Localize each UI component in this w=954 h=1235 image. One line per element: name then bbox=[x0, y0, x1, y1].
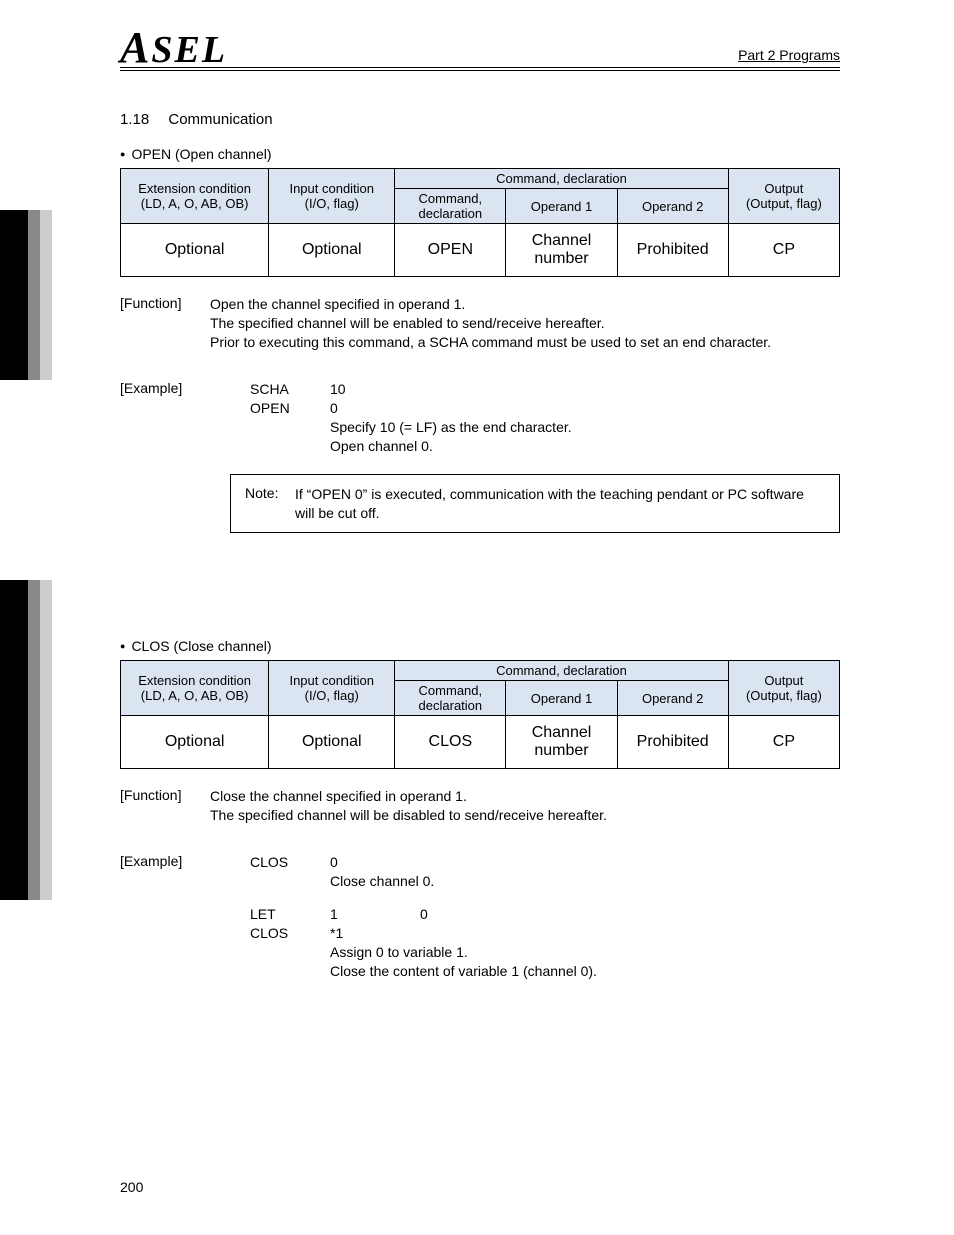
th-op1: Operand 1 bbox=[506, 189, 617, 224]
td-ext: Optional bbox=[121, 716, 269, 769]
open-note: Note: If “OPEN 0” is executed, communica… bbox=[230, 474, 840, 534]
td-cmd: CLOS bbox=[395, 716, 506, 769]
th-op1: Operand 1 bbox=[506, 681, 617, 716]
open-heading: OPEN (Open channel) bbox=[120, 146, 840, 162]
function-text: Close the channel specified in operand 1… bbox=[210, 787, 840, 825]
th-cmddecl: Command, declaration bbox=[395, 169, 729, 189]
example-body: CLOS0 Close channel 0. LET10 CLOS*1 Assi… bbox=[250, 853, 840, 980]
th-op2: Operand 2 bbox=[617, 681, 728, 716]
td-out: CP bbox=[728, 716, 839, 769]
clos-heading: CLOS (Close channel) bbox=[120, 638, 840, 654]
th-op2: Operand 2 bbox=[617, 189, 728, 224]
td-op2: Prohibited bbox=[617, 224, 728, 277]
th-out: Output(Output, flag) bbox=[728, 169, 839, 224]
note-text: If “OPEN 0” is executed, communication w… bbox=[295, 485, 825, 523]
clos-function: [Function] Close the channel specified i… bbox=[120, 787, 840, 825]
th-out: Output(Output, flag) bbox=[728, 661, 839, 716]
th-ext: Extension condition(LD, A, O, AB, OB) bbox=[121, 169, 269, 224]
sidebar-label-chapter: Chapter 3 Explanation of Commands bbox=[8, 588, 22, 892]
section-title: 1.18 Communication bbox=[120, 111, 840, 128]
td-out: CP bbox=[728, 224, 839, 277]
td-cmd: OPEN bbox=[395, 224, 506, 277]
clos-example: [Example] CLOS0 Close channel 0. LET10 C… bbox=[120, 853, 840, 980]
function-text: Open the channel specified in operand 1.… bbox=[210, 295, 840, 352]
page-header: ASEL Part 2 Programs bbox=[120, 30, 840, 71]
td-inp: Optional bbox=[269, 716, 395, 769]
open-command-table: Extension condition(LD, A, O, AB, OB) In… bbox=[120, 168, 840, 277]
example-body: SCHA10 OPEN0 Specify 10 (= LF) as the en… bbox=[250, 380, 840, 456]
td-inp: Optional bbox=[269, 224, 395, 277]
th-inp: Input condition(I/O, flag) bbox=[269, 169, 395, 224]
function-label: [Function] bbox=[120, 787, 210, 825]
page-number: 200 bbox=[120, 1179, 143, 1195]
th-cmd: Command,declaration bbox=[395, 681, 506, 716]
page-content: ASEL Part 2 Programs 1.18 Communication … bbox=[120, 30, 840, 999]
open-example: [Example] SCHA10 OPEN0 Specify 10 (= LF)… bbox=[120, 380, 840, 456]
function-label: [Function] bbox=[120, 295, 210, 352]
th-ext: Extension condition(LD, A, O, AB, OB) bbox=[121, 661, 269, 716]
td-op1: Channelnumber bbox=[506, 716, 617, 769]
th-cmddecl: Command, declaration bbox=[395, 661, 729, 681]
open-function: [Function] Open the channel specified in… bbox=[120, 295, 840, 352]
example-label: [Example] bbox=[120, 380, 250, 456]
logo: ASEL bbox=[120, 30, 235, 65]
th-cmd: Command,declaration bbox=[395, 189, 506, 224]
td-op1: Channelnumber bbox=[506, 224, 617, 277]
sidebar-label-programs: Part 2 Programs bbox=[8, 218, 22, 372]
clos-command-table: Extension condition(LD, A, O, AB, OB) In… bbox=[120, 660, 840, 769]
note-label: Note: bbox=[245, 485, 295, 523]
th-inp: Input condition(I/O, flag) bbox=[269, 661, 395, 716]
example-label: [Example] bbox=[120, 853, 250, 980]
td-ext: Optional bbox=[121, 224, 269, 277]
header-partname: Part 2 Programs bbox=[738, 47, 840, 65]
td-op2: Prohibited bbox=[617, 716, 728, 769]
